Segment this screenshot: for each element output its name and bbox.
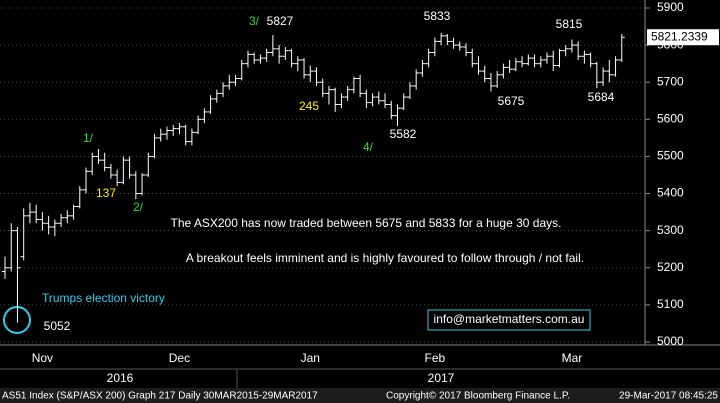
footer-center: Copyright© 2017 Bloomberg Finance L.P. bbox=[386, 391, 570, 402]
footer-bar bbox=[0, 388, 720, 403]
annotation: 5833 bbox=[424, 9, 451, 23]
annotation: 1/ bbox=[83, 131, 94, 145]
email-box bbox=[427, 309, 591, 331]
x-tick-label: Mar bbox=[562, 351, 583, 365]
footer-right: 29-Mar-2017 08:45:25 bbox=[619, 391, 718, 402]
annotation: 5684 bbox=[588, 90, 615, 104]
x-tick-label: Jan bbox=[301, 351, 320, 365]
annotation: 245 bbox=[299, 99, 319, 113]
y-tick-label: 5400 bbox=[657, 186, 684, 200]
y-tick-label: 5500 bbox=[657, 149, 684, 163]
annotation: 5675 bbox=[498, 94, 525, 108]
year-label: 2017 bbox=[428, 371, 455, 385]
annotation: 4/ bbox=[363, 140, 374, 154]
y-tick-label: 5100 bbox=[657, 297, 684, 311]
last-price-box bbox=[647, 29, 719, 46]
x-tick-label: Nov bbox=[32, 351, 53, 365]
x-tick-label: Feb bbox=[425, 351, 446, 365]
year-label: 2016 bbox=[107, 371, 134, 385]
y-tick-label: 5900 bbox=[657, 0, 684, 14]
y-tick-label: 5000 bbox=[657, 334, 684, 348]
y-tick-label: 5300 bbox=[657, 223, 684, 237]
annotation: 5052 bbox=[44, 319, 71, 333]
annotation: The ASX200 has now traded between 5675 a… bbox=[171, 216, 562, 230]
annotation: A breakout feels imminent and is highly … bbox=[186, 251, 584, 265]
x-tick-label: Dec bbox=[169, 351, 190, 365]
annotation: Trumps election victory bbox=[42, 291, 165, 305]
last-price-label: 5821.2339 bbox=[651, 29, 708, 43]
y-tick-label: 5200 bbox=[657, 260, 684, 274]
footer-left: AS51 Index (S&P/ASX 200) Graph 217 Daily… bbox=[2, 391, 318, 402]
annotation: info@marketmatters.com.au bbox=[434, 312, 585, 326]
annotation: 3/ bbox=[249, 14, 260, 28]
annotation: 5827 bbox=[267, 14, 294, 28]
annotation: 5815 bbox=[556, 17, 583, 31]
y-tick-label: 5600 bbox=[657, 112, 684, 126]
annotation: 5582 bbox=[390, 127, 417, 141]
y-tick-label: 5700 bbox=[657, 74, 684, 88]
annotation: 2/ bbox=[133, 200, 144, 214]
annotation: 137 bbox=[96, 186, 116, 200]
